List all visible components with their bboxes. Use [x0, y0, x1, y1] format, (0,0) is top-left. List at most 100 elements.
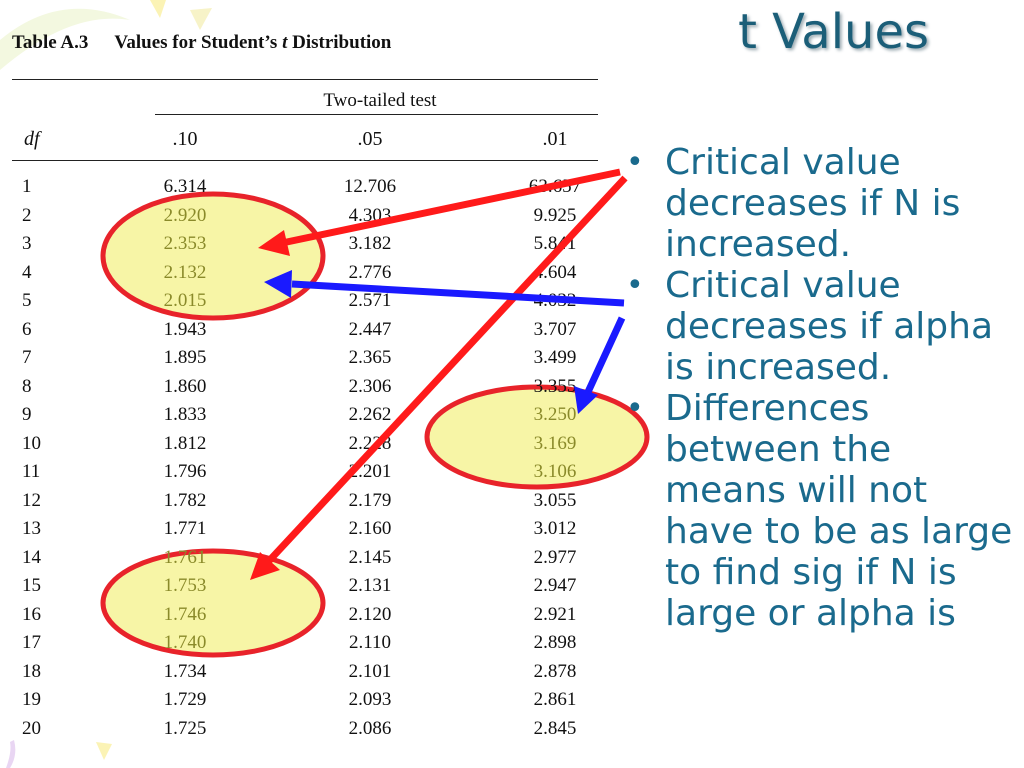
value-cell: 2.093	[348, 689, 392, 710]
group-header: Two-tailed test	[323, 90, 437, 111]
df-cell: 11	[22, 461, 41, 482]
value-cell: 2.920	[163, 204, 207, 226]
value-cell: 2.353	[163, 233, 207, 254]
table-row: 8 1.860 2.306 3.355	[0, 374, 620, 403]
table-row: 4 2.132 2.776 4.604	[0, 260, 620, 289]
value-cell: 3.499	[533, 347, 577, 368]
df-cell: 15	[22, 575, 41, 596]
slide-title: t Values	[738, 4, 929, 60]
bullet-item: • Differences between the means will not …	[620, 388, 1020, 634]
value-cell: 3.707	[533, 318, 577, 340]
df-cell: 9	[22, 404, 32, 425]
value-cell: 3.182	[348, 233, 392, 254]
bullet-dot-icon: •	[626, 268, 644, 303]
table-row: 18 1.734 2.101 2.878	[0, 659, 620, 688]
table-row: 1 6.314 12.706 63.657	[0, 174, 620, 203]
df-cell: 18	[22, 660, 41, 682]
bullet-item: • Critical value decreases if alpha is in…	[620, 265, 1020, 388]
table-row: 13 1.771 2.160 3.012	[0, 516, 620, 545]
table-row: 14 1.761 2.145 2.977	[0, 545, 620, 574]
value-cell: 1.734	[163, 660, 207, 682]
value-cell: 3.055	[533, 489, 577, 511]
bullet-text: Differences between the means will not h…	[665, 388, 1013, 634]
table-row: 5 2.015 2.571 4.032	[0, 288, 620, 317]
value-cell: 1.943	[163, 318, 207, 340]
value-cell: 1.771	[163, 518, 207, 539]
value-cell: 4.604	[533, 261, 577, 283]
df-cell: 16	[22, 603, 41, 625]
group-header-rule	[155, 114, 598, 115]
df-cell: 2	[22, 204, 32, 226]
table-row: 15 1.753 2.131 2.947	[0, 573, 620, 602]
bullet-item: • Critical value decreases if N is increa…	[620, 142, 1020, 265]
df-cell: 14	[22, 546, 41, 568]
table-body: 1 6.314 12.706 63.657 2 2.920 4.303 9.925 3 2.353…	[0, 174, 620, 744]
value-cell: 2.228	[348, 432, 392, 454]
df-cell: 17	[22, 632, 41, 653]
value-cell: 1.782	[163, 489, 207, 511]
value-cell: 3.250	[533, 404, 577, 425]
value-cell: 2.898	[533, 632, 577, 653]
value-cell: 12.706	[343, 176, 397, 197]
value-cell: 5.841	[533, 233, 577, 254]
table-label: Table A.3	[12, 32, 89, 53]
value-cell: 2.132	[163, 261, 207, 283]
value-cell: 63.657	[528, 176, 582, 197]
column-header-05: .05	[357, 128, 383, 150]
value-cell: 1.833	[163, 404, 207, 425]
df-cell: 3	[22, 233, 32, 254]
header-bottom-rule	[12, 160, 598, 161]
table-title-t: t	[282, 32, 288, 53]
value-cell: 2.447	[348, 318, 392, 340]
value-cell: 1.753	[163, 575, 207, 596]
table-row: 17 1.740 2.110 2.898	[0, 630, 620, 659]
table-title: Table A.3 Values for Student’s t Distribu…	[12, 32, 391, 54]
table-row: 20 1.725 2.086 2.845	[0, 716, 620, 745]
column-header-10: .10	[172, 128, 198, 150]
column-header-01: .01	[542, 128, 568, 150]
value-cell: 1.761	[163, 546, 207, 568]
table-row: 19 1.729 2.093 2.861	[0, 687, 620, 716]
value-cell: 2.306	[348, 375, 392, 397]
df-cell: 10	[22, 432, 41, 454]
df-cell: 12	[22, 489, 41, 511]
table-row: 11 1.796 2.201 3.106	[0, 459, 620, 488]
bullet-text: Critical value decreases if alpha is inc…	[665, 265, 994, 388]
value-cell: 6.314	[163, 176, 207, 197]
df-cell: 4	[22, 261, 32, 283]
value-cell: 2.845	[533, 717, 577, 739]
value-cell: 1.860	[163, 375, 207, 397]
value-cell: 2.977	[533, 546, 577, 568]
df-cell: 7	[22, 347, 32, 368]
bullet-list: • Critical value decreases if N is increa…	[620, 142, 1020, 634]
value-cell: 2.015	[163, 290, 207, 311]
table-row: 10 1.812 2.228 3.169	[0, 431, 620, 460]
bullet-dot-icon: •	[626, 391, 644, 426]
value-cell: 3.012	[533, 518, 577, 539]
table-row: 16 1.746 2.120 2.921	[0, 602, 620, 631]
value-cell: 2.921	[533, 603, 577, 625]
value-cell: 2.120	[348, 603, 392, 625]
df-cell: 13	[22, 518, 41, 539]
value-cell: 1.796	[163, 461, 207, 482]
table-row: 7 1.895 2.365 3.499	[0, 345, 620, 374]
value-cell: 4.032	[533, 290, 577, 311]
value-cell: 3.106	[533, 461, 577, 482]
value-cell: 1.729	[163, 689, 207, 710]
value-cell: 3.355	[533, 375, 577, 397]
table-title-pre: Values for Student’s	[114, 32, 283, 53]
bullet-dot-icon: •	[626, 145, 644, 180]
df-cell: 19	[22, 689, 41, 710]
value-cell: 3.169	[533, 432, 577, 454]
df-cell: 20	[22, 717, 41, 739]
value-cell: 2.201	[348, 461, 392, 482]
value-cell: 2.365	[348, 347, 392, 368]
value-cell: 4.303	[348, 204, 392, 226]
value-cell: 2.947	[533, 575, 577, 596]
table-top-rule	[12, 79, 598, 80]
value-cell: 1.895	[163, 347, 207, 368]
table-row: 6 1.943 2.447 3.707	[0, 317, 620, 346]
value-cell: 2.086	[348, 717, 392, 739]
